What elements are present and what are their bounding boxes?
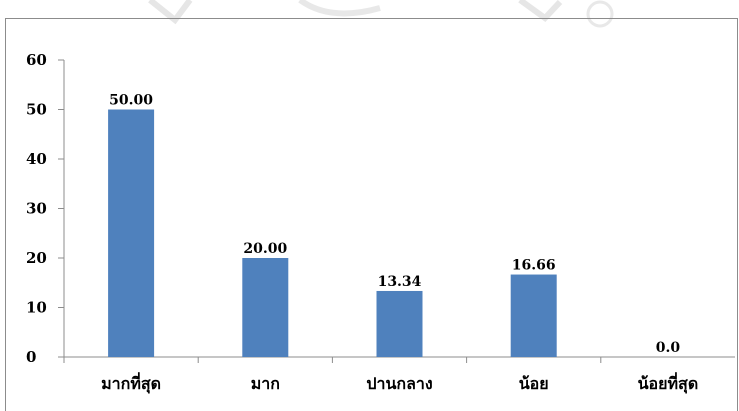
y-tick-label: 50 <box>26 101 47 119</box>
bars <box>108 109 557 357</box>
data-label: 20.00 <box>243 241 287 257</box>
x-tick-label: น้อยที่สุด <box>638 372 699 394</box>
x-tick-label: มาก <box>251 374 280 393</box>
x-tick-label: ปานกลาง <box>366 374 432 393</box>
data-label: 16.66 <box>512 258 556 274</box>
y-tick-label: 10 <box>26 299 47 317</box>
y-tick-label: 30 <box>26 200 47 218</box>
chart-frame <box>5 18 738 411</box>
y-tick-label: 20 <box>26 249 47 267</box>
data-label: 13.34 <box>378 274 422 290</box>
y-axis-ticks: 0 10 20 30 40 50 60 <box>26 51 64 366</box>
y-tick-label: 60 <box>26 51 47 69</box>
y-tick-label: 0 <box>26 348 36 366</box>
bar <box>376 290 423 357</box>
data-labels: 50.00 20.00 13.34 16.66 0.0 <box>109 93 680 357</box>
x-tick-label: น้อย <box>519 374 549 393</box>
data-label: 0.0 <box>656 340 681 356</box>
x-tick-label: มากที่สุด <box>101 372 161 394</box>
bar <box>510 274 557 357</box>
bar <box>242 258 289 357</box>
bar <box>108 109 155 357</box>
data-label: 50.00 <box>109 93 153 109</box>
x-axis-labels: มากที่สุด มาก ปานกลาง น้อย น้อยที่สุด <box>101 372 698 394</box>
y-tick-label: 40 <box>26 150 47 168</box>
